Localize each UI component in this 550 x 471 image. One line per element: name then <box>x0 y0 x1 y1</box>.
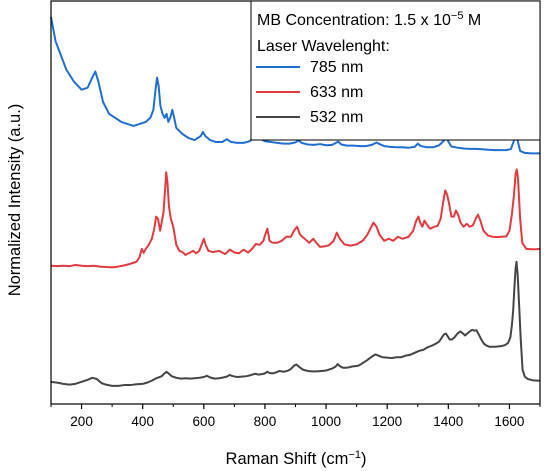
x-tick-label: 400 <box>131 414 154 429</box>
x-axis-ticks: 200 400 600 800 1000 1200 1400 1600 <box>50 404 541 429</box>
x-tick-label: 1400 <box>433 414 463 429</box>
legend-box <box>250 0 541 141</box>
legend-label-532-nm: 532 nm <box>310 109 363 126</box>
legend-title-concentration: MB Concentration: 1.5 x 10−5 M <box>257 10 481 29</box>
x-tick-label: 600 <box>193 414 216 429</box>
x-tick-label: 200 <box>70 414 93 429</box>
x-tick-label: 800 <box>254 414 277 429</box>
x-tick-label: 1200 <box>372 414 402 429</box>
legend-entries: 785 nm 633 nm 532 nm <box>256 59 363 126</box>
series-line-785-nm <box>50 16 540 155</box>
series-line-532-nm <box>50 260 540 387</box>
x-tick-label: 1600 <box>494 414 524 429</box>
legend-title-wavelength: Laser Wavelenght: <box>257 38 390 55</box>
legend-label-785-nm: 785 nm <box>310 59 363 76</box>
x-tick-label: 1000 <box>311 414 341 429</box>
legend-label-633-nm: 633 nm <box>310 84 363 101</box>
legend: MB Concentration: 1.5 x 10−5 M Laser Wav… <box>250 0 541 141</box>
series-layer <box>50 16 541 387</box>
y-axis-title: Normalized Intensity (a.u.) <box>6 104 24 297</box>
series-line-633-nm <box>50 168 541 269</box>
x-axis-title: Raman Shift (cm−1) <box>226 449 367 468</box>
